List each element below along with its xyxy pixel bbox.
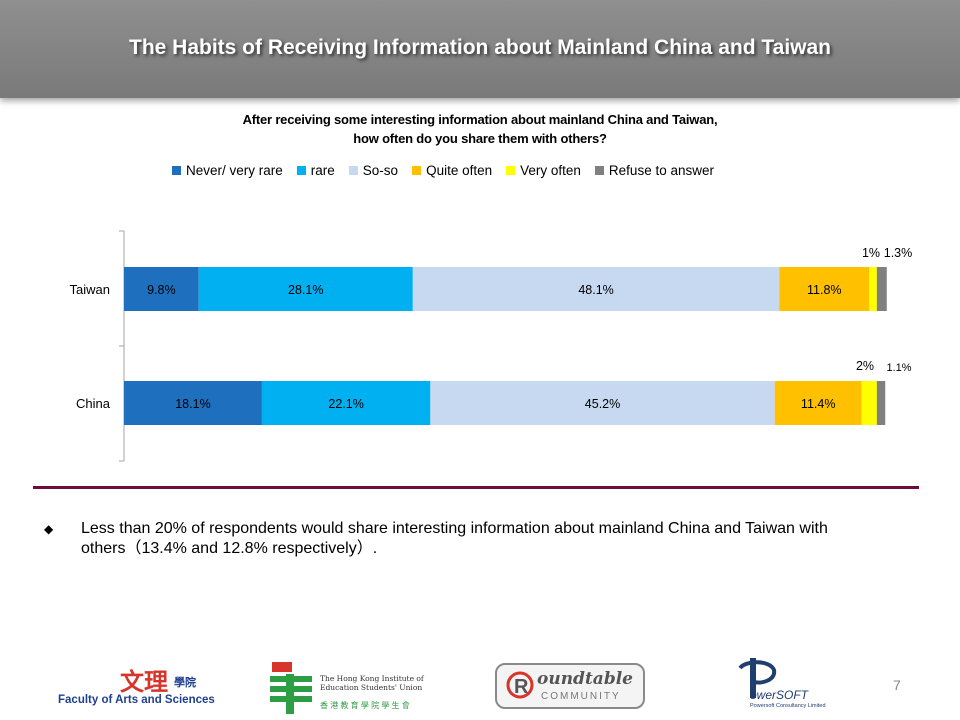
data-label: 11.8% — [807, 283, 842, 297]
powersoft-logo-text: owerSOFT — [750, 688, 809, 702]
roundtable-r-icon: R — [506, 671, 534, 699]
arts-logo-chinese-small: 學院 — [174, 677, 196, 689]
hkied-logo-line-1: The Hong Kong Institute of — [320, 674, 424, 683]
data-label: 1.1% — [886, 362, 911, 374]
bar-segment — [198, 267, 413, 311]
divider-line — [33, 486, 919, 489]
data-label: 18.1% — [175, 397, 210, 411]
legend-item: rare — [296, 162, 335, 178]
question-line-2: how often do you share them with others? — [353, 131, 607, 146]
legend-swatch — [348, 165, 358, 175]
data-label: 22.1% — [328, 397, 363, 411]
legend-item: Refuse to answer — [594, 162, 714, 178]
legend-item: Quite often — [412, 163, 492, 178]
legend-label: Very often — [520, 162, 581, 178]
slide-title: The Habits of Receiving Information abou… — [129, 36, 831, 59]
stacked-bar-chart: Taiwan China 9.8% 28.1% 48.1% 11.8% 1% 1.3% 18.1… — [70, 230, 913, 462]
legend-swatch — [296, 165, 306, 175]
bar-segment — [774, 381, 862, 425]
chart-question: After receiving some interesting informa… — [160, 110, 800, 148]
arts-logo-english: Faculty of Arts and Sciences — [58, 694, 215, 706]
legend-swatch — [506, 165, 516, 175]
legend-swatch — [412, 165, 422, 175]
legend-label: Refuse to answer — [608, 162, 714, 178]
roundtable-logo-community: COMMUNITY — [541, 691, 621, 702]
bar-segment — [261, 381, 431, 425]
svg-text:R: R — [514, 676, 529, 698]
powersoft-logo: owerSOFT Powersoft Consultancy Limited — [736, 654, 836, 714]
legend-label: So-so — [362, 162, 399, 178]
bar-segment — [861, 381, 877, 425]
legend-swatch — [172, 165, 181, 175]
page-number: 7 — [893, 677, 901, 693]
bar-segment — [412, 267, 780, 311]
legend-label: rare — [310, 162, 335, 178]
bar-segment — [430, 381, 775, 425]
powersoft-p-icon — [738, 658, 777, 698]
legend-item: Very often — [506, 163, 581, 178]
bar-segment — [124, 267, 199, 311]
legend-item: So-so — [348, 162, 399, 178]
diamond-bullet-icon: ◆ — [44, 522, 54, 536]
bar-segment — [779, 267, 870, 311]
hkied-logo-line-2: Education Students' Union — [320, 683, 423, 692]
title-bar: The Habits of Receiving Information abou… — [0, 0, 960, 98]
data-label: 45.2% — [585, 397, 620, 411]
hkied-emblem-icon — [270, 662, 312, 714]
roundtable-logo-text: oundtable — [537, 669, 633, 689]
bullet-text: Less than 20% of respondents would share… — [81, 520, 828, 557]
data-label: 1% — [862, 246, 880, 260]
arts-logo-chinese: 文理 — [120, 667, 168, 696]
question-line-1: After receiving some interesting informa… — [242, 112, 718, 127]
hkied-logo-chinese: 香 港 教 育 學 院 學 生 會 — [320, 701, 410, 710]
bar-segment — [876, 267, 887, 311]
bar-segment — [876, 381, 886, 425]
legend-swatch — [594, 165, 604, 175]
data-label: 28.1% — [288, 283, 323, 297]
legend-label: Never/ very rare — [186, 162, 283, 178]
faculty-arts-sciences-logo: 文理 學院 Faculty of Arts and Sciences — [58, 662, 215, 710]
category-label: Taiwan — [70, 282, 110, 297]
bar-segment — [124, 381, 262, 425]
data-label: 2% — [856, 359, 874, 373]
data-label: 1.3% — [884, 246, 913, 260]
data-label: 48.1% — [578, 283, 613, 297]
legend-label: Quite often — [426, 162, 493, 178]
category-label: China — [76, 396, 111, 411]
data-label: 11.4% — [801, 397, 836, 411]
hkied-students-union-logo: The Hong Kong Institute of Education Stu… — [266, 660, 436, 716]
chart-legend: Never/ very rare rare So-so Quite often Very… — [172, 161, 728, 179]
bar-segment — [869, 267, 877, 311]
powersoft-logo-subtext: Powersoft Consultancy Limited — [750, 703, 826, 709]
data-label: 9.8% — [147, 283, 176, 297]
roundtable-community-logo: R oundtable COMMUNITY — [495, 663, 645, 709]
footer: 文理 學院 Faculty of Arts and Sciences The H… — [0, 650, 960, 720]
legend-item: Never/ very rare — [172, 163, 283, 178]
